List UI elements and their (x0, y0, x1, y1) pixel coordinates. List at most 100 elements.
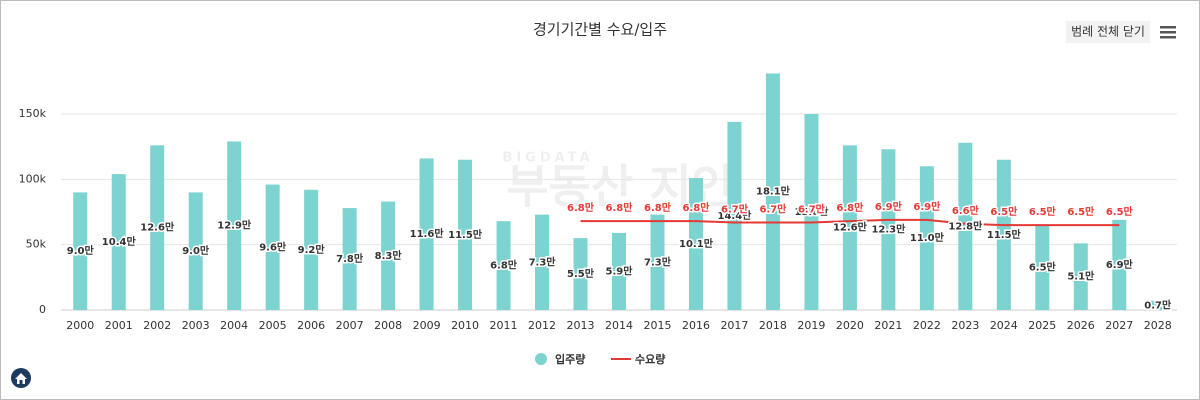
bar-value-label: 12.6만 (833, 221, 868, 234)
x-tick-label: 2010 (451, 319, 479, 332)
bar (381, 201, 396, 310)
bar (150, 145, 165, 310)
legend-button-bg[interactable] (1066, 21, 1150, 43)
bar (458, 159, 473, 310)
bar-value-label: 9.0만 (67, 244, 95, 257)
bar-value-label: 5.1만 (1067, 270, 1095, 283)
bar (919, 166, 934, 310)
bar (727, 121, 742, 310)
x-tick-label: 2008 (374, 319, 402, 332)
legend-button[interactable]: 범례 전체 닫기 (1071, 25, 1145, 39)
bar (1035, 225, 1050, 310)
line-value-label: 6.5만 (1029, 205, 1057, 218)
bar-value-label: 14.4만 (718, 209, 753, 222)
x-tick-label: 2025 (1028, 319, 1056, 332)
x-tick-label: 2018 (759, 319, 787, 332)
bar-value-label: 9.0만 (182, 244, 210, 257)
y-tick-label: 100k (19, 172, 47, 185)
x-tick-label: 2028 (1144, 319, 1172, 332)
x-tick-label: 2020 (836, 319, 864, 332)
bar-value-label: 15.0만 (794, 205, 829, 218)
bar (265, 184, 280, 310)
bar (573, 238, 588, 310)
x-tick-label: 2013 (567, 319, 595, 332)
x-tick-label: 2011 (490, 319, 518, 332)
x-tick-label: 2017 (720, 319, 748, 332)
x-tick-label: 2015 (643, 319, 671, 332)
chart-title: 경기기간별 수요/입주 (533, 21, 667, 39)
line-value-label: 6.9만 (875, 200, 903, 213)
bar-value-label: 7.3만 (529, 255, 557, 268)
legend-label: 입주량 (555, 353, 585, 366)
bar-value-label: 6.8만 (490, 259, 518, 272)
bar (1112, 219, 1127, 310)
bar-value-label: 6.5만 (1029, 261, 1057, 274)
bar-value-label: 12.8만 (948, 219, 983, 232)
y-tick-label: 0 (39, 303, 46, 316)
bar (496, 221, 511, 310)
bar (958, 142, 973, 310)
bar-value-label: 18.1만 (756, 185, 791, 198)
bar (881, 149, 896, 310)
bar-value-label: 11.6만 (410, 227, 445, 240)
line (580, 218, 1120, 227)
line-value-label: 6.5만 (1106, 205, 1134, 218)
bar (688, 178, 703, 310)
bar (304, 189, 319, 310)
line-value-label: 6.7만 (798, 202, 826, 215)
x-tick-label: 2002 (143, 319, 171, 332)
bar (73, 192, 88, 310)
bar (842, 145, 857, 310)
line-value-label: 6.8만 (836, 201, 864, 214)
bar-value-label: 12.9만 (217, 219, 252, 232)
bar (227, 141, 242, 310)
y-tick-label: 50k (26, 238, 47, 251)
x-tick-label: 2022 (913, 319, 941, 332)
bar (804, 114, 819, 310)
line-value-label: 6.5만 (990, 205, 1018, 218)
bar-value-label: 0.7만 (1144, 298, 1172, 311)
bar (188, 192, 203, 310)
bar (650, 214, 665, 310)
x-tick-label: 2007 (336, 319, 364, 332)
home-icon[interactable] (11, 368, 31, 388)
line-value-label: 6.9만 (913, 200, 941, 213)
legend-marker (535, 353, 547, 365)
bar-value-label: 9.6만 (259, 240, 287, 253)
x-tick-label: 2000 (66, 319, 94, 332)
x-tick-label: 2003 (182, 319, 210, 332)
bar (342, 208, 357, 310)
x-tick-label: 2016 (682, 319, 710, 332)
bar-value-label: 12.6만 (140, 221, 175, 234)
line-value-label: 6.8만 (644, 201, 672, 214)
x-tick-label: 2024 (990, 319, 1018, 332)
bar-value-label: 11.5만 (987, 228, 1022, 241)
x-tick-label: 2006 (297, 319, 325, 332)
x-tick-label: 2026 (1067, 319, 1095, 332)
bar-value-label: 7.8만 (336, 252, 364, 265)
bar-value-label: 6.9만 (1106, 258, 1134, 271)
bar-value-label: 9.2만 (298, 243, 326, 256)
bar (535, 214, 550, 310)
bar-value-label: 7.3만 (644, 255, 672, 268)
x-tick-label: 2005 (259, 319, 287, 332)
bar (765, 73, 780, 310)
x-tick-label: 2004 (220, 319, 248, 332)
bar (1150, 300, 1165, 310)
x-tick-label: 2019 (797, 319, 825, 332)
line-value-label: 6.7만 (721, 202, 749, 215)
line-value-label: 6.8만 (606, 201, 634, 214)
legend-label: 수요량 (635, 353, 665, 366)
menu-icon[interactable] (1160, 26, 1176, 39)
bar (1073, 243, 1088, 310)
bar (612, 232, 626, 310)
x-tick-label: 2012 (528, 319, 556, 332)
bar (996, 159, 1011, 310)
bar-value-label: 8.3만 (375, 249, 403, 262)
bar-value-label: 11.0만 (910, 231, 945, 244)
bar (419, 158, 434, 310)
x-tick-label: 2014 (605, 319, 633, 332)
x-tick-label: 2023 (951, 319, 979, 332)
x-tick-label: 2001 (105, 319, 133, 332)
x-tick-label: 2027 (1105, 319, 1133, 332)
